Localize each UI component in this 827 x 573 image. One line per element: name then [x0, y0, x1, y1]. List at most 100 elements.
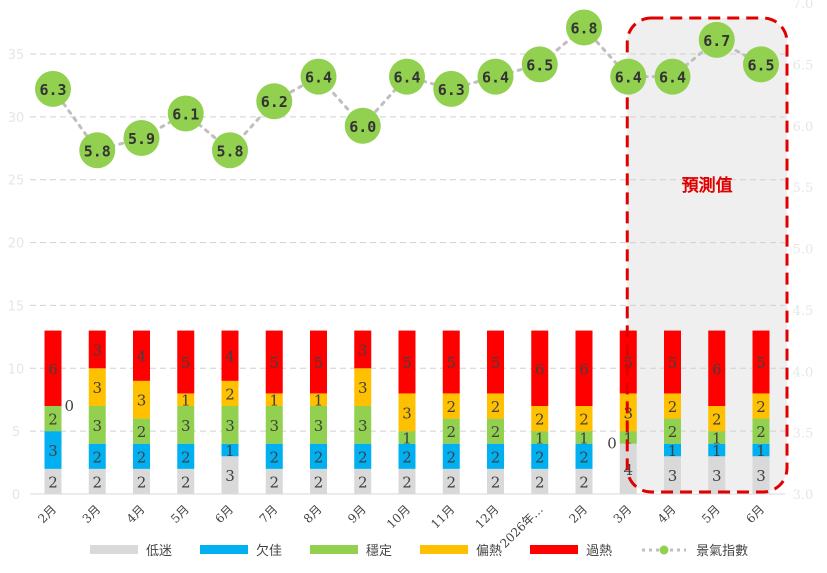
bar-data-label: 3: [269, 417, 279, 435]
bar-data-label: 4: [623, 461, 633, 479]
bar-data-label: 3: [225, 467, 235, 485]
bar-data-label: 2: [579, 473, 589, 491]
bar-segment-低迷: [487, 468, 504, 494]
bar-segment-過熱: [177, 330, 195, 394]
bar-segment-穩定: [265, 406, 283, 444]
index-data-label: 6.4: [482, 69, 509, 87]
bar-data-label: 3: [92, 379, 102, 397]
bar-segment-低迷: [133, 468, 150, 494]
right-axis-tick-label: 3.0: [793, 488, 814, 503]
left-axis-tick-label: 25: [8, 174, 25, 189]
bar-segment-欠佳: [221, 443, 239, 457]
index-point: [698, 21, 735, 58]
legend-item: 偏熱: [420, 540, 502, 559]
index-data-label: 6.4: [615, 69, 642, 87]
bar-segment-欠佳: [664, 443, 681, 457]
bar-data-label: 2: [756, 423, 766, 441]
bar-data-label: 2: [358, 448, 368, 466]
x-axis-tick-label: 2月: [35, 502, 59, 526]
index-data-label: 6.3: [438, 81, 465, 99]
left-axis-tick-label: 30: [8, 111, 25, 126]
bar-segment-低迷: [265, 468, 283, 494]
bar-segment-偏熱: [398, 393, 416, 432]
legend-label: 穩定: [366, 544, 393, 559]
bar-data-label: 5: [314, 354, 324, 372]
bar-data-label: 2: [402, 448, 412, 466]
x-axis-tick-label: 9月: [345, 502, 369, 526]
legend-item: 低迷: [90, 540, 172, 559]
index-point: [521, 46, 558, 83]
x-axis-tick-label: 5月: [699, 502, 723, 526]
bar-segment-低迷: [88, 468, 106, 494]
bar-data-label: 1: [712, 442, 722, 460]
bar-data-label: 2: [92, 448, 102, 466]
bar-segment-過熱: [531, 330, 549, 406]
legend-swatch: [90, 545, 138, 554]
legend-swatch: [420, 545, 469, 554]
bar-segment-過熱: [88, 330, 106, 369]
bar-data-label: 5: [402, 354, 412, 372]
right-axis-tick-label: 6.5: [793, 58, 814, 73]
x-axis-tick-label: 3月: [80, 502, 104, 526]
bar-data-label: 3: [623, 404, 633, 422]
bar-segment-欠佳: [310, 443, 327, 469]
right-axis-tick-label: 6.0: [793, 120, 814, 135]
bar-data-label: 2: [446, 423, 456, 441]
legend-label: 偏熱: [476, 544, 503, 559]
bar-data-label: 6: [48, 360, 58, 378]
index-data-label: 6.2: [261, 93, 288, 111]
bar-segment-低迷: [752, 456, 770, 494]
bar-segment-穩定: [708, 431, 726, 444]
bar-data-label: 2: [137, 423, 147, 441]
bar-data-label: 3: [181, 417, 191, 435]
x-axis-tick-label: 12月: [472, 502, 501, 531]
legend-line-swatch: [642, 545, 687, 554]
bar-data-label: 2: [137, 473, 147, 491]
bar-data-label: 0: [607, 435, 617, 453]
bar-segment-穩定: [442, 418, 460, 444]
bar-data-label: 2: [92, 473, 102, 491]
index-data-label: 6.3: [39, 81, 66, 99]
forecast-label: 預測值: [682, 175, 733, 196]
bar-segment-過熱: [575, 330, 593, 406]
bar-segment-過熱: [133, 330, 150, 381]
index-point: [433, 70, 470, 107]
bar-segment-過熱: [44, 330, 62, 406]
bar-segment-過熱: [487, 330, 504, 394]
index-point: [654, 58, 691, 95]
bar-segment-穩定: [44, 406, 62, 432]
x-axis-tick-label: 10月: [384, 502, 413, 531]
bar-data-label: 1: [712, 429, 722, 447]
left-axis-tick-label: 0: [12, 488, 20, 503]
legend-label: 過熱: [586, 544, 613, 559]
bar-data-label: 2: [314, 473, 324, 491]
index-data-label: 6.4: [659, 69, 686, 87]
x-axis-tick-label: 6月: [212, 502, 236, 526]
bar-segment-低迷: [44, 468, 62, 494]
right-axis-tick-label: 3.5: [793, 427, 814, 442]
index-data-label: 5.9: [128, 130, 155, 148]
bar-data-label: 2: [668, 423, 678, 441]
legend-label: 景氣指數: [696, 544, 749, 559]
index-data-label: 6.4: [305, 69, 332, 87]
bar-segment-偏熱: [177, 393, 195, 406]
left-axis-tick-label: 15: [8, 299, 25, 314]
bar-data-label: 2: [446, 398, 456, 416]
bar-segment-過熱: [619, 330, 637, 394]
index-point: [610, 58, 647, 95]
bar-segment-穩定: [88, 406, 106, 444]
bar-segment-欠佳: [133, 443, 150, 469]
x-axis-tick-label: 4月: [655, 502, 679, 526]
x-axis-tick-label: 3月: [611, 502, 635, 526]
bar-segment-穩定: [221, 406, 239, 444]
bar-segment-欠佳: [398, 443, 416, 469]
forecast-region-border: [625, 16, 789, 494]
right-axis-tick-label: 4.0: [793, 365, 814, 380]
bar-segment-欠佳: [354, 443, 372, 469]
bar-data-label: 2: [712, 411, 722, 429]
bar-data-label: 3: [314, 417, 324, 435]
bar-segment-偏熱: [265, 393, 283, 406]
bar-segment-欠佳: [531, 443, 549, 469]
bar-segment-低迷: [531, 468, 549, 494]
bar-segment-偏熱: [752, 393, 770, 419]
